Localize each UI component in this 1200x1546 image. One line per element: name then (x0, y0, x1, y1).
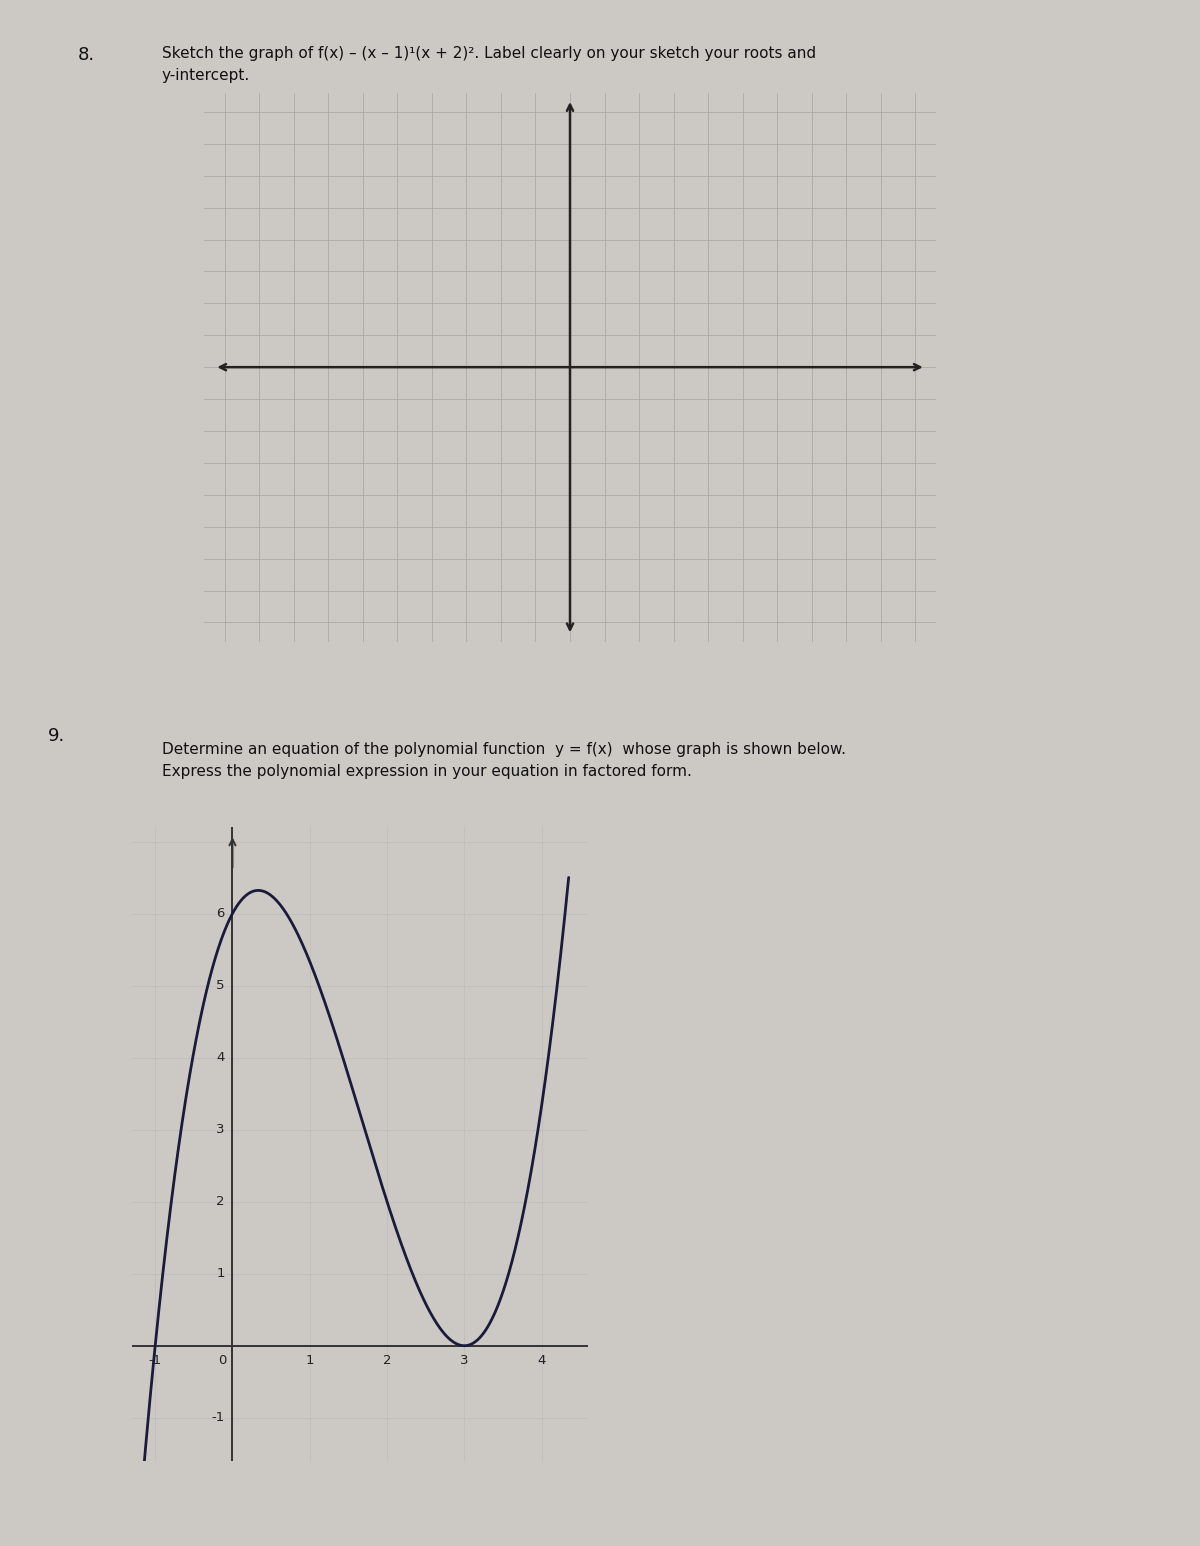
Text: Sketch the graph of f(x) – (x – 1)¹(x + 2)². Label clearly on your sketch your r: Sketch the graph of f(x) – (x – 1)¹(x + … (162, 46, 816, 62)
Text: 1: 1 (306, 1354, 314, 1367)
Text: 5: 5 (216, 979, 224, 993)
Text: Express the polynomial expression in your equation in factored form.: Express the polynomial expression in you… (162, 764, 692, 779)
Text: 4: 4 (216, 1051, 224, 1064)
Text: 8.: 8. (78, 46, 95, 65)
Text: 2: 2 (383, 1354, 391, 1367)
Text: 1: 1 (216, 1268, 224, 1280)
Text: Determine an equation of the polynomial function  y = f(x)  whose graph is shown: Determine an equation of the polynomial … (162, 742, 846, 758)
Text: 9.: 9. (48, 727, 65, 745)
Text: 2: 2 (216, 1195, 224, 1207)
Text: -1: -1 (211, 1411, 224, 1424)
Text: -1: -1 (149, 1354, 162, 1367)
Text: 4: 4 (538, 1354, 546, 1367)
Text: 6: 6 (216, 908, 224, 920)
Text: 3: 3 (216, 1122, 224, 1136)
Text: 3: 3 (460, 1354, 468, 1367)
Text: 0: 0 (218, 1354, 227, 1367)
Text: y-intercept.: y-intercept. (162, 68, 251, 83)
